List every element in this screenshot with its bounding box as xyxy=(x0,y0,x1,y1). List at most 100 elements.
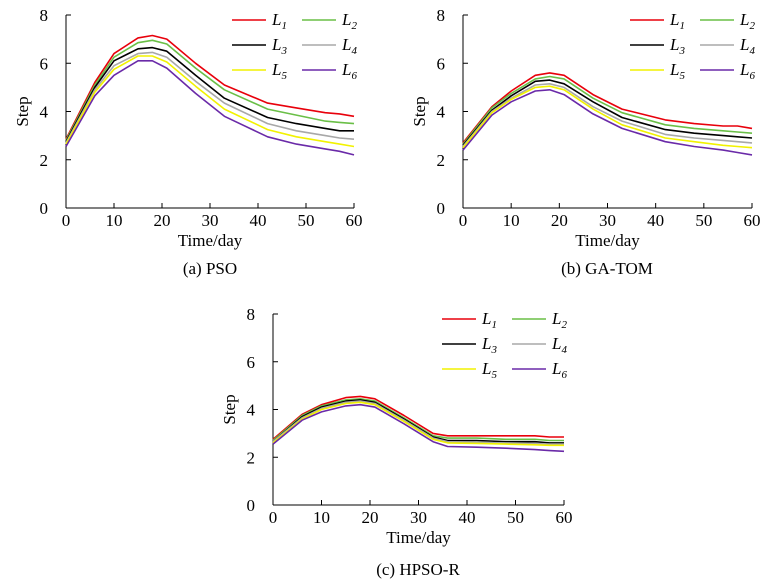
legend-label-sub: 4 xyxy=(749,45,755,57)
legend-label-main: L xyxy=(669,35,679,54)
legend-label-main: L xyxy=(739,35,749,54)
legend-label-sub: 2 xyxy=(749,20,755,32)
x-tick-label: 60 xyxy=(556,508,573,527)
legend-label-main: L xyxy=(341,35,351,54)
x-tick-label: 0 xyxy=(269,508,278,527)
x-axis-label: Time/day xyxy=(575,231,640,250)
legend-label: L2 xyxy=(341,10,357,32)
legend-label-main: L xyxy=(481,334,491,353)
legend-label-main: L xyxy=(271,35,281,54)
y-tick-label: 8 xyxy=(247,305,256,324)
legend-label-sub: 1 xyxy=(679,20,685,32)
x-axis-label: Time/day xyxy=(178,231,243,250)
legend-label-main: L xyxy=(341,60,351,79)
y-tick-label: 2 xyxy=(437,151,446,170)
y-tick-label: 8 xyxy=(437,6,446,25)
legend-label-main: L xyxy=(551,309,561,328)
series-line-L6 xyxy=(272,403,565,453)
legend-label: L5 xyxy=(271,60,287,82)
legend-label-sub: 1 xyxy=(281,20,287,32)
x-tick-label: 10 xyxy=(503,211,520,230)
chart-panel-2: 0 2 4 6 8 0 10 20 30 40 50 60 Time/day Step (b) GA-TOM… xyxy=(410,6,761,278)
legend-label-sub: 4 xyxy=(561,344,567,356)
legend-label: L1 xyxy=(271,10,287,32)
y-axis-label: Step xyxy=(13,96,32,126)
legend-label: L4 xyxy=(739,35,755,57)
y-tick-label: 6 xyxy=(247,353,256,372)
y-tick-label: 4 xyxy=(247,401,256,420)
legend-label-sub: 4 xyxy=(351,45,357,57)
series-line-L5 xyxy=(462,85,753,149)
x-tick-label: 50 xyxy=(298,211,315,230)
x-tick-label: 40 xyxy=(647,211,664,230)
y-tick-label: 2 xyxy=(40,151,49,170)
panel-caption: (b) GA-TOM xyxy=(561,259,653,278)
legend-label: L5 xyxy=(669,60,685,82)
series-line-L2 xyxy=(272,397,564,442)
x-tick-label: 30 xyxy=(599,211,616,230)
legend-label-sub: 3 xyxy=(280,45,287,57)
x-tick-label: 40 xyxy=(250,211,267,230)
x-tick-label: 30 xyxy=(410,508,427,527)
x-tick-label: 20 xyxy=(154,211,171,230)
x-tick-label: 50 xyxy=(507,508,524,527)
legend-label-sub: 6 xyxy=(749,70,755,82)
y-axis-label: Step xyxy=(410,96,429,126)
x-axis-label: Time/day xyxy=(386,528,451,547)
x-tick-label: 20 xyxy=(362,508,379,527)
legend-label: L4 xyxy=(551,334,567,356)
panel-caption: (c) HPSO-R xyxy=(376,560,460,579)
series-line-L6 xyxy=(65,59,355,156)
series-line-L2 xyxy=(462,75,753,145)
legend-label-main: L xyxy=(271,60,281,79)
x-tick-label: 20 xyxy=(551,211,568,230)
y-tick-label: 0 xyxy=(437,199,446,218)
legend-label-main: L xyxy=(739,10,749,29)
series-line-L1 xyxy=(65,34,355,140)
legend-label-main: L xyxy=(341,10,351,29)
y-tick-label: 6 xyxy=(437,54,446,73)
legend-label-main: L xyxy=(551,334,561,353)
legend-label-main: L xyxy=(739,60,749,79)
legend-label: L4 xyxy=(341,35,357,57)
y-tick-label: 4 xyxy=(437,103,446,122)
x-tick-label: 10 xyxy=(106,211,123,230)
legend-label-main: L xyxy=(669,10,679,29)
x-tick-label: 0 xyxy=(62,211,71,230)
y-tick-label: 6 xyxy=(40,54,49,73)
y-tick-label: 4 xyxy=(40,103,49,122)
legend-label: L3 xyxy=(271,35,287,57)
y-tick-label: 0 xyxy=(40,199,49,218)
series-line-L5 xyxy=(65,55,355,148)
legend-label: L5 xyxy=(481,359,497,381)
series-line-L3 xyxy=(462,79,753,146)
legend-label-main: L xyxy=(669,60,679,79)
legend-label: L2 xyxy=(551,309,567,331)
y-tick-label: 2 xyxy=(247,448,256,467)
legend-label: L6 xyxy=(739,60,755,82)
x-tick-label: 30 xyxy=(202,211,219,230)
legend-label: L6 xyxy=(551,359,567,381)
legend-label-sub: 6 xyxy=(561,369,567,381)
series-line-L3 xyxy=(65,46,354,143)
series-line-L3 xyxy=(272,399,564,444)
y-tick-label: 0 xyxy=(247,496,256,515)
panel-caption: (a) PSO xyxy=(183,259,237,278)
legend-label-main: L xyxy=(481,359,491,378)
series-line-L4 xyxy=(65,51,355,144)
legend-label-sub: 5 xyxy=(679,70,685,82)
x-tick-label: 10 xyxy=(313,508,330,527)
x-tick-label: 60 xyxy=(346,211,363,230)
x-tick-label: 0 xyxy=(459,211,468,230)
legend-label-sub: 2 xyxy=(351,20,357,32)
legend-label-main: L xyxy=(271,10,281,29)
legend-label: L2 xyxy=(739,10,755,32)
series-line-L1 xyxy=(272,395,564,440)
series-line-L1 xyxy=(462,72,753,144)
legend-label-sub: 3 xyxy=(678,45,685,57)
x-tick-label: 60 xyxy=(744,211,761,230)
legend-label-sub: 3 xyxy=(490,344,497,356)
legend-label-sub: 6 xyxy=(351,70,357,82)
